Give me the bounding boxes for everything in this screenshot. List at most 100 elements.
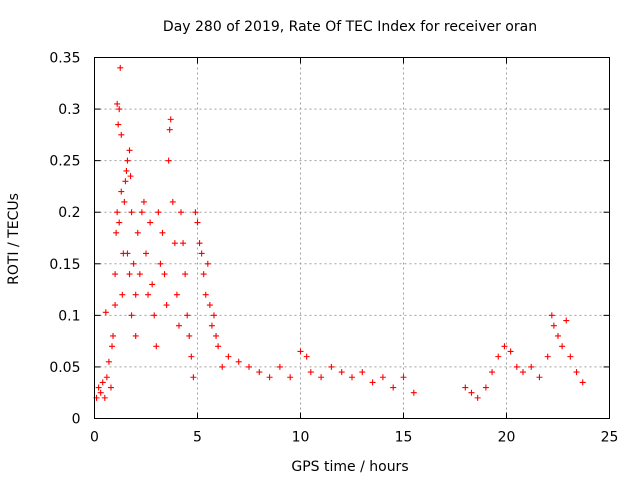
data-point	[134, 229, 141, 236]
plot-frame	[94, 57, 610, 419]
x-tick-label: 0	[90, 430, 99, 446]
data-point	[507, 348, 514, 355]
data-point	[338, 369, 345, 376]
data-point	[246, 363, 252, 370]
data-point	[169, 198, 176, 205]
data-point	[184, 312, 191, 319]
data-point	[130, 260, 137, 267]
data-point	[215, 343, 222, 350]
data-point	[474, 394, 481, 401]
data-point	[159, 229, 166, 236]
y-axis-label: ROTI / TECUs	[6, 193, 22, 285]
data-point	[101, 394, 108, 401]
data-point	[379, 374, 386, 381]
data-point	[489, 369, 496, 376]
data-point	[210, 312, 217, 319]
data-point	[103, 374, 110, 381]
data-point	[513, 363, 520, 370]
data-point	[213, 332, 220, 339]
data-point	[204, 260, 211, 267]
data-point	[140, 198, 147, 205]
data-point	[559, 343, 566, 350]
grid-lines	[94, 57, 610, 419]
axis-ticks	[94, 57, 610, 419]
data-point	[219, 363, 226, 370]
data-point	[105, 358, 112, 365]
x-tick-label: 5	[193, 430, 202, 446]
data-point	[165, 157, 172, 164]
data-point	[256, 369, 263, 376]
data-point	[107, 384, 114, 391]
data-point	[167, 116, 174, 123]
data-point	[151, 312, 158, 319]
data-point	[536, 374, 543, 381]
data-point	[200, 271, 207, 278]
data-point	[126, 147, 133, 154]
data-point	[206, 302, 213, 309]
data-point	[132, 291, 139, 298]
data-point	[303, 353, 310, 360]
data-point	[307, 369, 314, 376]
data-point	[171, 240, 178, 247]
data-point	[468, 389, 475, 396]
data-point	[143, 250, 149, 257]
data-point	[95, 384, 102, 391]
data-point	[190, 374, 197, 381]
data-point	[112, 302, 119, 309]
y-tick-label: 0.05	[49, 360, 80, 376]
x-tick-label: 10	[292, 430, 310, 446]
data-point	[117, 64, 124, 71]
y-tick-label: 0.25	[49, 154, 80, 170]
data-point	[116, 106, 123, 113]
data-point	[573, 369, 580, 376]
data-point	[318, 374, 325, 381]
data-point	[482, 384, 489, 391]
data-point	[501, 343, 508, 350]
data-point	[196, 240, 203, 247]
data-point	[208, 322, 215, 329]
data-point	[132, 332, 139, 339]
data-point	[147, 219, 154, 226]
data-point	[180, 240, 187, 247]
data-point	[124, 157, 131, 164]
data-point	[136, 271, 143, 278]
data-point	[123, 167, 130, 174]
data-point	[114, 209, 121, 216]
data-point	[157, 260, 164, 267]
data-point	[390, 384, 397, 391]
data-point	[145, 291, 152, 298]
data-point	[369, 379, 376, 386]
data-point	[192, 209, 199, 216]
data-point	[178, 209, 185, 216]
data-point	[528, 363, 535, 370]
x-tick-label: 20	[498, 430, 516, 446]
data-point	[163, 302, 170, 309]
data-point	[116, 219, 123, 226]
data-point	[225, 353, 232, 360]
data-point	[410, 389, 417, 396]
data-point	[235, 358, 242, 365]
data-point	[113, 229, 120, 236]
data-point	[202, 291, 209, 298]
data-points	[93, 64, 586, 401]
y-tick-label: 0.35	[49, 51, 80, 67]
data-point	[126, 271, 133, 278]
data-point	[161, 271, 168, 278]
data-point	[155, 209, 162, 216]
data-point	[112, 271, 119, 278]
data-point	[186, 332, 193, 339]
data-point	[114, 100, 121, 107]
data-point	[173, 291, 180, 298]
data-point	[544, 353, 551, 360]
y-tick-label: 0	[72, 412, 81, 428]
data-point	[118, 131, 125, 138]
data-point	[110, 332, 117, 339]
data-point	[97, 389, 104, 396]
data-point	[328, 363, 335, 370]
data-point	[400, 374, 407, 381]
chart-title: Day 280 of 2019, Rate Of TEC Index for r…	[163, 19, 537, 35]
data-point	[99, 379, 106, 386]
x-axis-label: GPS time / hours	[291, 459, 408, 475]
x-tick-label: 15	[395, 430, 413, 446]
